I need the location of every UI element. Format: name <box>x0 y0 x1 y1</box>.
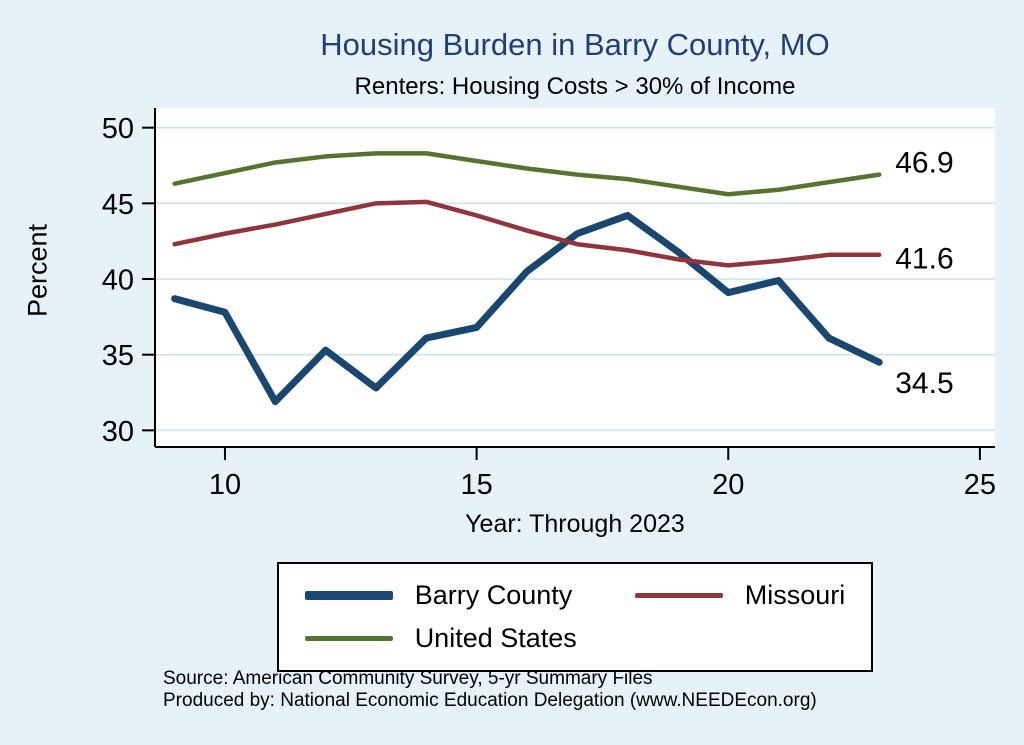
y-tick-label: 30 <box>102 416 134 448</box>
barry-county-line-swatch <box>304 591 393 600</box>
missouri-line-swatch <box>634 593 723 598</box>
legend-wrap: Barry County Missouri United States <box>155 562 995 672</box>
x-tick-label: 15 <box>460 469 492 501</box>
united-states-line-swatch <box>304 636 393 641</box>
chart-header: Housing Burden in Barry County, MO Rente… <box>155 26 995 101</box>
source-line-1: Source: American Community Survey, 5-yr … <box>163 668 653 689</box>
source-note: Source: American Community Survey, 5-yr … <box>163 668 817 713</box>
series-line-united-states <box>172 151 882 197</box>
legend-item-barry-county: Barry County <box>304 580 577 611</box>
source-line-2: Produced by: National Economic Education… <box>163 690 817 712</box>
end-label-barry-county: 34.5 <box>895 367 953 400</box>
x-axis-label-wrap: Year: Through 2023 <box>155 510 995 539</box>
x-tick-label: 20 <box>712 469 744 501</box>
x-axis-label: Year: Through 2023 <box>465 510 685 538</box>
chart-title: Housing Burden in Barry County, MO <box>320 27 830 62</box>
x-tick-label: 25 <box>964 469 996 501</box>
legend-item-missouri: Missouri <box>634 580 846 611</box>
plot-background <box>155 108 995 447</box>
series-line-missouri <box>172 199 882 268</box>
y-tick-label: 35 <box>102 340 134 372</box>
y-tick-label: 50 <box>102 113 134 145</box>
legend-label-barry-county: Barry County <box>414 580 573 610</box>
legend-label-missouri: Missouri <box>744 580 846 610</box>
legend-item-united-states: United States <box>304 623 577 654</box>
end-label-missouri: 41.6 <box>895 243 953 276</box>
end-label-united-states: 46.9 <box>895 146 953 179</box>
y-tick-label: 40 <box>102 264 134 296</box>
chart-subtitle: Renters: Housing Costs > 30% of Income <box>354 72 796 100</box>
x-tick-label: 10 <box>209 469 241 501</box>
legend: Barry County Missouri United States <box>276 562 874 672</box>
series-line-barry-county <box>171 211 883 406</box>
y-tick-label: 45 <box>102 189 134 221</box>
legend-label-united-states: United States <box>414 623 577 653</box>
